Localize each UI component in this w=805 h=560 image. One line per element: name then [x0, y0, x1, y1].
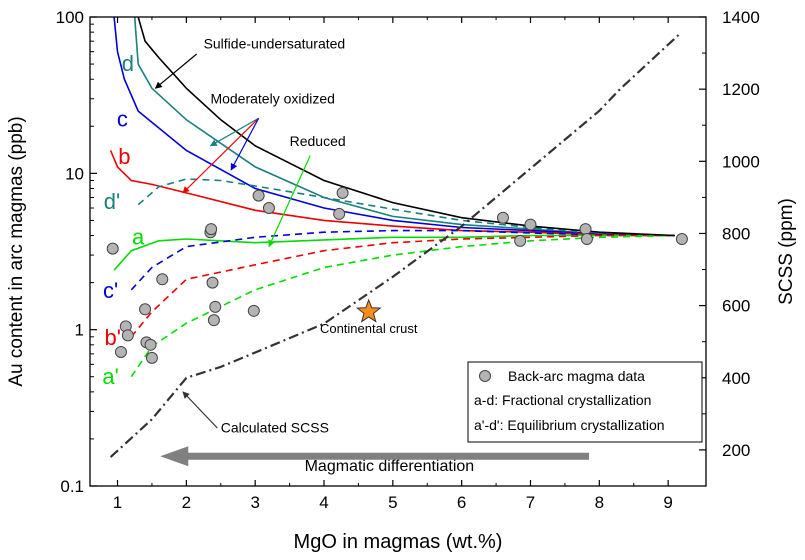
scatter-point	[496, 211, 509, 224]
y-left-tick-label: 1	[75, 321, 84, 340]
series-c	[113, 17, 676, 237]
legend-entry: a-d: Fractional crystallization	[474, 392, 651, 408]
scatter-point	[145, 351, 158, 364]
curve-label-a: a	[132, 225, 145, 250]
series-c-prime	[130, 229, 676, 291]
scatter-point	[139, 303, 152, 316]
y-right-tick-label: 1200	[722, 80, 760, 99]
sulfide-undersaturated-arrow	[154, 53, 198, 89]
scatter-point	[205, 223, 218, 236]
scatter-point	[514, 234, 527, 247]
scatter-point	[121, 329, 134, 342]
y-left-axis-title: Au content in arc magmas (ppb)	[6, 116, 27, 386]
x-tick-label: 9	[663, 493, 672, 512]
series-a	[113, 234, 675, 271]
series-a-prime	[130, 234, 676, 378]
y-right-tick-label: 1400	[722, 8, 760, 27]
x-tick-label: 6	[457, 493, 466, 512]
scatter-point	[114, 345, 127, 358]
series-d-prime	[137, 178, 676, 237]
y-right-axis-title: SCSS (ppm)	[776, 198, 797, 305]
y-left-tick-label: 100	[56, 8, 84, 27]
curve-label-b-prime: b'	[104, 325, 120, 350]
x-tick-label: 2	[182, 493, 191, 512]
y-left-tick-label: 10	[65, 164, 84, 183]
curve-label-d: d	[122, 51, 134, 76]
series-b-prime	[130, 234, 675, 338]
y-right-tick-label: 1000	[722, 152, 760, 171]
scatter-point	[580, 233, 593, 246]
x-tick-label: 8	[595, 493, 604, 512]
annotation-continental-crust: Continental crust	[320, 321, 418, 336]
continental-crust-star	[355, 298, 382, 323]
scatter-point	[579, 223, 592, 236]
scatter-point	[207, 314, 220, 327]
annotation-calculated-scss: Calculated SCSS	[221, 419, 329, 435]
legend-entry: Back-arc magma data	[508, 368, 645, 384]
scatter-point	[106, 242, 119, 255]
moderately-oxidized-arrow	[209, 117, 259, 147]
magmatic-arrow-head	[160, 446, 189, 467]
series-b	[109, 150, 676, 237]
annotation-sulfide-undersaturated: Sulfide-undersaturated	[204, 35, 346, 51]
y-right-tick-label: 400	[722, 369, 750, 388]
axes: 1 2 3 4 5 6 7 8 9 0.1 1 10 100 200 400 600 800 1000 1200 14…	[56, 8, 760, 512]
scatter-point	[524, 218, 537, 231]
x-axis-title: MgO in magmas (wt.%)	[294, 531, 503, 553]
scatter-point	[675, 233, 688, 246]
scatter-point	[247, 304, 260, 317]
scatter-point	[209, 300, 222, 313]
x-tick-label: 5	[388, 493, 397, 512]
legend-box	[467, 361, 703, 443]
scatter-point	[262, 202, 275, 215]
plot-frame	[89, 16, 707, 487]
series-sulfide-undersaturated	[137, 17, 676, 237]
curve-label-c-prime: c'	[103, 278, 118, 303]
curve-label-d-prime: d'	[104, 189, 120, 214]
plot-content	[106, 17, 688, 458]
calculated-scss-arrow	[182, 391, 218, 429]
legend-marker	[479, 370, 491, 382]
x-tick-label: 7	[526, 493, 535, 512]
moderately-oxidized-arrow	[230, 117, 260, 171]
y-right-tick-label: 600	[722, 297, 750, 316]
scatter-point	[144, 338, 157, 351]
annotation-moderately-oxidized: Moderately oxidized	[210, 90, 335, 106]
annotation-magmatic-differentiation: Magmatic differentiation	[305, 458, 475, 475]
scatter-point	[156, 273, 169, 286]
x-tick-label: 4	[319, 493, 328, 512]
x-tick-label: 3	[250, 493, 259, 512]
labels: MgO in magmas (wt.%) Au content in arc ma…	[6, 35, 797, 553]
scatter-point	[333, 207, 346, 220]
y-right-tick-label: 200	[722, 441, 750, 460]
y-left-tick-label: 0.1	[60, 477, 84, 496]
x-tick-label: 1	[113, 493, 122, 512]
curve-label-a-prime: a'	[102, 364, 118, 389]
reduced-arrow	[268, 155, 311, 248]
scatter-point	[206, 276, 219, 289]
scatter-point	[336, 186, 349, 199]
scatter-point	[252, 189, 265, 202]
curve-label-b: b	[118, 144, 130, 169]
series-calculated-scss	[109, 34, 680, 458]
moderately-oxidized-arrow	[182, 117, 260, 194]
y-right-tick-label: 800	[722, 224, 750, 243]
curve-label-c: c	[117, 106, 128, 131]
legend-entry: a'-d': Equilibrium crystallization	[474, 417, 665, 433]
annotation-reduced: Reduced	[290, 133, 346, 149]
